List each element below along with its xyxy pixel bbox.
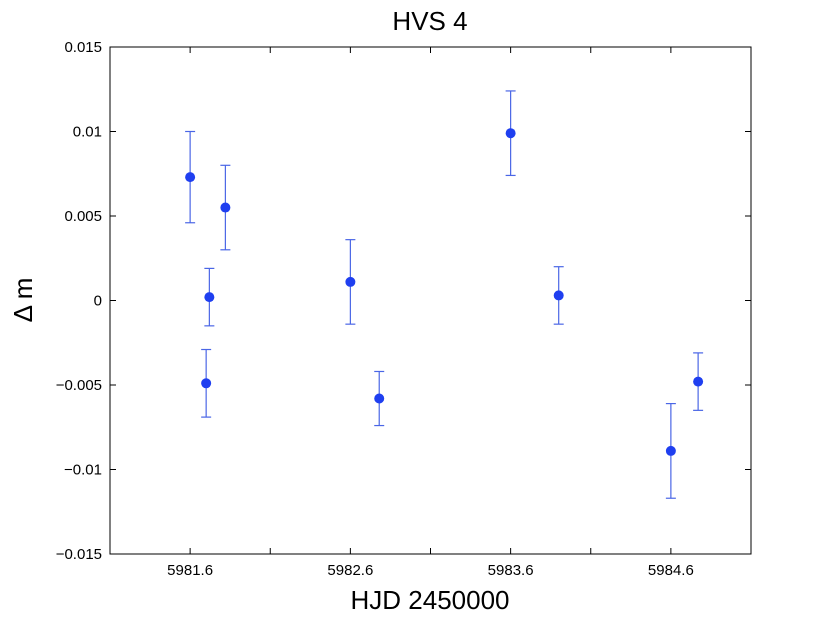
- y-tick-label: 0.01: [73, 124, 102, 141]
- y-tick-label: 0: [94, 293, 102, 310]
- data-point: [204, 292, 215, 303]
- data-point: [220, 202, 231, 213]
- x-tick-label: 5982.6: [327, 562, 373, 579]
- data-point: [374, 393, 385, 404]
- y-axis-label: Δ m: [8, 278, 38, 323]
- y-tick-label: −0.015: [56, 546, 102, 563]
- x-tick-label: 5984.6: [648, 562, 694, 579]
- x-tick-label: 5983.6: [488, 562, 534, 579]
- data-point: [201, 378, 212, 389]
- x-axis-label: HJD 2450000: [351, 585, 510, 615]
- x-tick-label: 5981.6: [167, 562, 213, 579]
- data-point: [185, 172, 196, 183]
- y-tick-label: −0.01: [64, 462, 102, 479]
- data-point: [693, 376, 704, 387]
- y-tick-label: −0.005: [56, 377, 102, 394]
- data-point: [345, 276, 356, 287]
- axis-ticks: 5981.6 5982.6 5983.6 5984.6 −0.015 −0.01 −0.00…: [56, 39, 751, 579]
- chart-title: HVS 4: [392, 6, 467, 36]
- data-point: [553, 290, 564, 301]
- data-point: [505, 128, 516, 139]
- y-tick-label: 0.005: [64, 208, 102, 225]
- y-tick-label: 0.015: [64, 39, 102, 56]
- data-points: [185, 128, 704, 456]
- data-point: [665, 445, 676, 456]
